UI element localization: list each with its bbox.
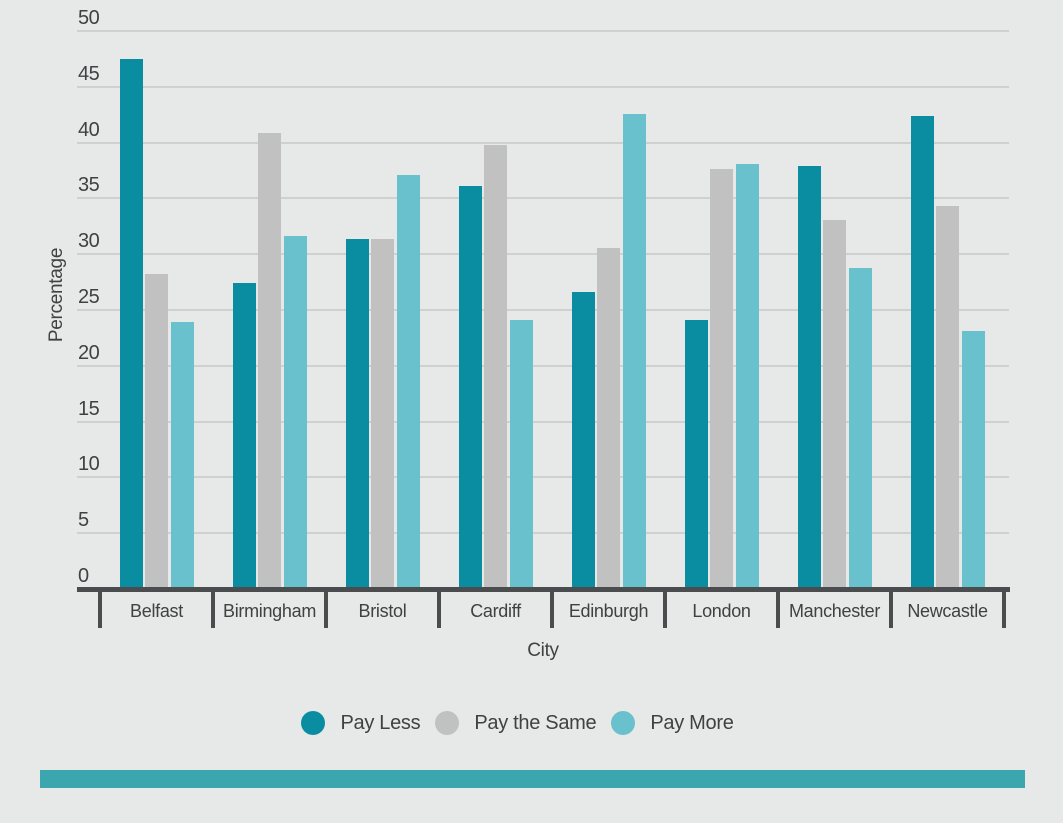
legend-label: Pay Less bbox=[340, 712, 421, 734]
x-category-label: Belfast bbox=[130, 601, 183, 621]
x-axis-tick bbox=[663, 587, 667, 628]
x-category-label: Birmingham bbox=[222, 601, 317, 621]
gridline bbox=[77, 420, 1009, 423]
bar-pay-less-birmingham bbox=[232, 283, 256, 589]
gridline bbox=[77, 197, 1009, 200]
gridline bbox=[77, 30, 1009, 32]
y-tick-label: 45 bbox=[78, 62, 100, 85]
bar-pay-less-edinburgh bbox=[571, 292, 595, 589]
bar-pay-more-edinburgh bbox=[622, 113, 646, 589]
bar-pay-the-same-belfast bbox=[145, 274, 169, 589]
y-tick-label: 50 bbox=[78, 7, 100, 29]
bar-pay-the-same-manchester bbox=[823, 219, 847, 589]
x-axis-tick bbox=[889, 587, 893, 628]
x-axis-tick bbox=[324, 587, 328, 628]
x-category-label: Cardiff bbox=[470, 601, 521, 621]
gridline bbox=[77, 253, 1009, 256]
bar-pay-more-cardiff bbox=[509, 320, 533, 589]
legend: Pay Less Pay the Same Pay More bbox=[0, 711, 1063, 735]
bar-pay-more-newcastle bbox=[961, 331, 985, 589]
y-tick-label: 35 bbox=[78, 174, 100, 197]
y-tick-label: 25 bbox=[78, 286, 100, 308]
y-tick-label: 10 bbox=[78, 453, 100, 476]
bar-pay-the-same-london bbox=[710, 169, 734, 589]
bar-pay-less-cardiff bbox=[458, 186, 482, 589]
x-axis-tick bbox=[437, 587, 441, 628]
accent-bar bbox=[40, 770, 1025, 788]
y-tick-label: 40 bbox=[78, 118, 100, 141]
y-tick-label: 30 bbox=[78, 230, 100, 253]
legend-swatch-icon bbox=[435, 711, 460, 735]
bar-pay-less-london bbox=[684, 320, 708, 589]
gridline bbox=[77, 85, 1009, 88]
bar-pay-less-belfast bbox=[119, 58, 143, 589]
legend-item: Pay the Same bbox=[435, 711, 597, 735]
legend-swatch-icon bbox=[301, 711, 326, 735]
x-axis-tick bbox=[98, 587, 102, 628]
legend-item: Pay Less bbox=[301, 711, 421, 735]
bar-pay-more-birmingham bbox=[283, 236, 307, 589]
bar-pay-less-manchester bbox=[797, 166, 821, 589]
legend-swatch-icon bbox=[611, 711, 636, 735]
gridline bbox=[77, 364, 1009, 367]
x-axis-tick bbox=[1002, 587, 1006, 628]
gridline bbox=[77, 476, 1009, 479]
bar-pay-more-belfast bbox=[170, 322, 194, 589]
x-axis-tick bbox=[776, 587, 780, 628]
bar-pay-less-bristol bbox=[345, 238, 369, 589]
bar-pay-less-newcastle bbox=[910, 115, 934, 589]
bar-pay-the-same-birmingham bbox=[258, 132, 282, 589]
x-category-label: Edinburgh bbox=[568, 601, 649, 621]
legend-item: Pay More bbox=[611, 711, 734, 735]
bar-pay-the-same-edinburgh bbox=[597, 247, 621, 589]
bar-pay-more-bristol bbox=[396, 174, 420, 589]
gridline bbox=[77, 309, 1009, 311]
bar-pay-more-london bbox=[735, 163, 759, 589]
y-tick-label: 0 bbox=[78, 565, 89, 587]
gridline bbox=[77, 532, 1009, 535]
x-axis-line bbox=[77, 587, 1010, 592]
bar-pay-the-same-newcastle bbox=[936, 206, 960, 589]
bar-pay-the-same-cardiff bbox=[484, 144, 508, 589]
x-category-label: London bbox=[692, 601, 751, 621]
y-tick-label: 20 bbox=[78, 341, 100, 364]
legend-label: Pay the Same bbox=[474, 712, 597, 734]
x-axis-title: City bbox=[527, 640, 559, 661]
x-category-label: Bristol bbox=[358, 601, 407, 621]
gridline bbox=[77, 141, 1009, 144]
x-category-label: Manchester bbox=[788, 601, 881, 621]
legend-label: Pay More bbox=[650, 712, 734, 734]
x-axis-tick bbox=[211, 587, 215, 628]
x-category-label: Newcastle bbox=[907, 601, 988, 621]
x-axis-tick bbox=[550, 587, 554, 628]
y-tick-label: 15 bbox=[78, 397, 100, 420]
bar-pay-more-manchester bbox=[848, 267, 872, 589]
y-axis-title: Percentage bbox=[46, 247, 67, 343]
bar-pay-the-same-bristol bbox=[371, 238, 395, 589]
y-tick-label: 5 bbox=[78, 509, 89, 532]
